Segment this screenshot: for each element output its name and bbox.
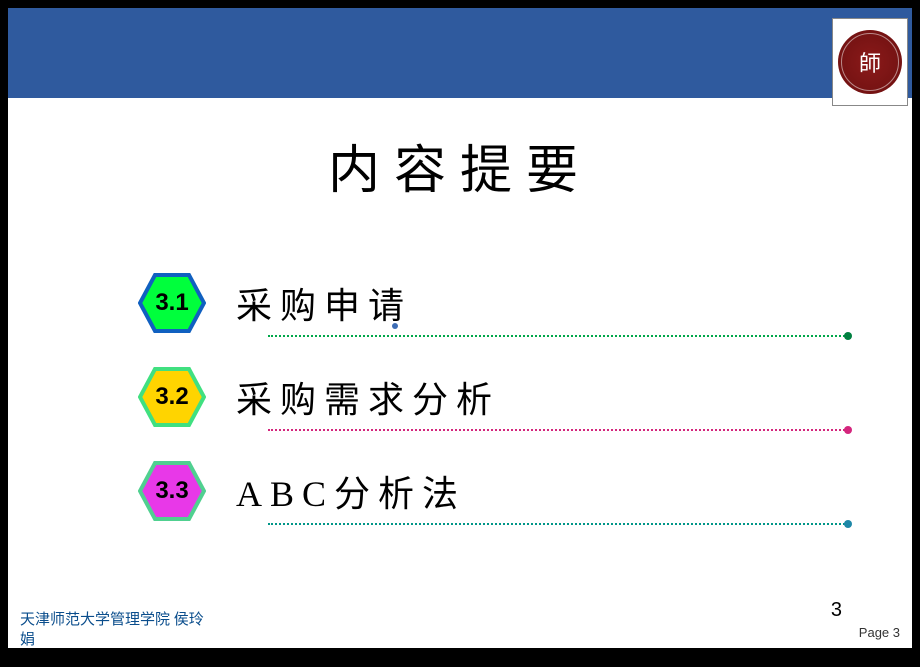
- university-logo: 師: [838, 30, 902, 94]
- hexagon-badge: 3.1: [138, 273, 206, 333]
- page-label: Page 3: [859, 625, 900, 640]
- badge-number: 3.1: [155, 289, 188, 317]
- badge-number: 3.3: [155, 477, 188, 505]
- outline-item-text: 采购申请: [236, 277, 412, 329]
- outline-item-text: ABC分析法: [236, 465, 466, 517]
- line-end-dot: [844, 520, 852, 528]
- hexagon-badge: 3.2: [138, 367, 206, 427]
- outline-item: 3.3 ABC分析法: [138, 461, 912, 521]
- outline-item: 3.2 采购需求分析: [138, 367, 912, 427]
- dotted-underline: [268, 429, 848, 431]
- logo-char: 師: [859, 46, 881, 78]
- slide: 師 内容提要 3.1 采购申请 3.2 采购需求分析 3.3 ABC分析法 天津师范大…: [8, 8, 912, 648]
- footer-line1: 天津师范大学管理学院 侯玲: [20, 611, 204, 631]
- footer-line2: 娟: [20, 631, 204, 651]
- line-end-dot: [844, 426, 852, 434]
- dotted-underline: [268, 335, 848, 337]
- outline-list: 3.1 采购申请 3.2 采购需求分析 3.3 ABC分析法: [8, 273, 912, 521]
- outline-item-text: 采购需求分析: [236, 371, 500, 423]
- decor-dot: [392, 323, 398, 329]
- badge-number: 3.2: [155, 383, 188, 411]
- outline-item: 3.1 采购申请: [138, 273, 912, 333]
- page-title: 内容提要: [8, 128, 912, 203]
- header-bar: [8, 8, 912, 98]
- footer-org: 天津师范大学管理学院 侯玲 娟: [20, 611, 204, 650]
- dotted-underline: [268, 523, 848, 525]
- logo-frame: 師: [832, 18, 908, 106]
- line-end-dot: [844, 332, 852, 340]
- hexagon-badge: 3.3: [138, 461, 206, 521]
- page-number: 3: [831, 599, 842, 622]
